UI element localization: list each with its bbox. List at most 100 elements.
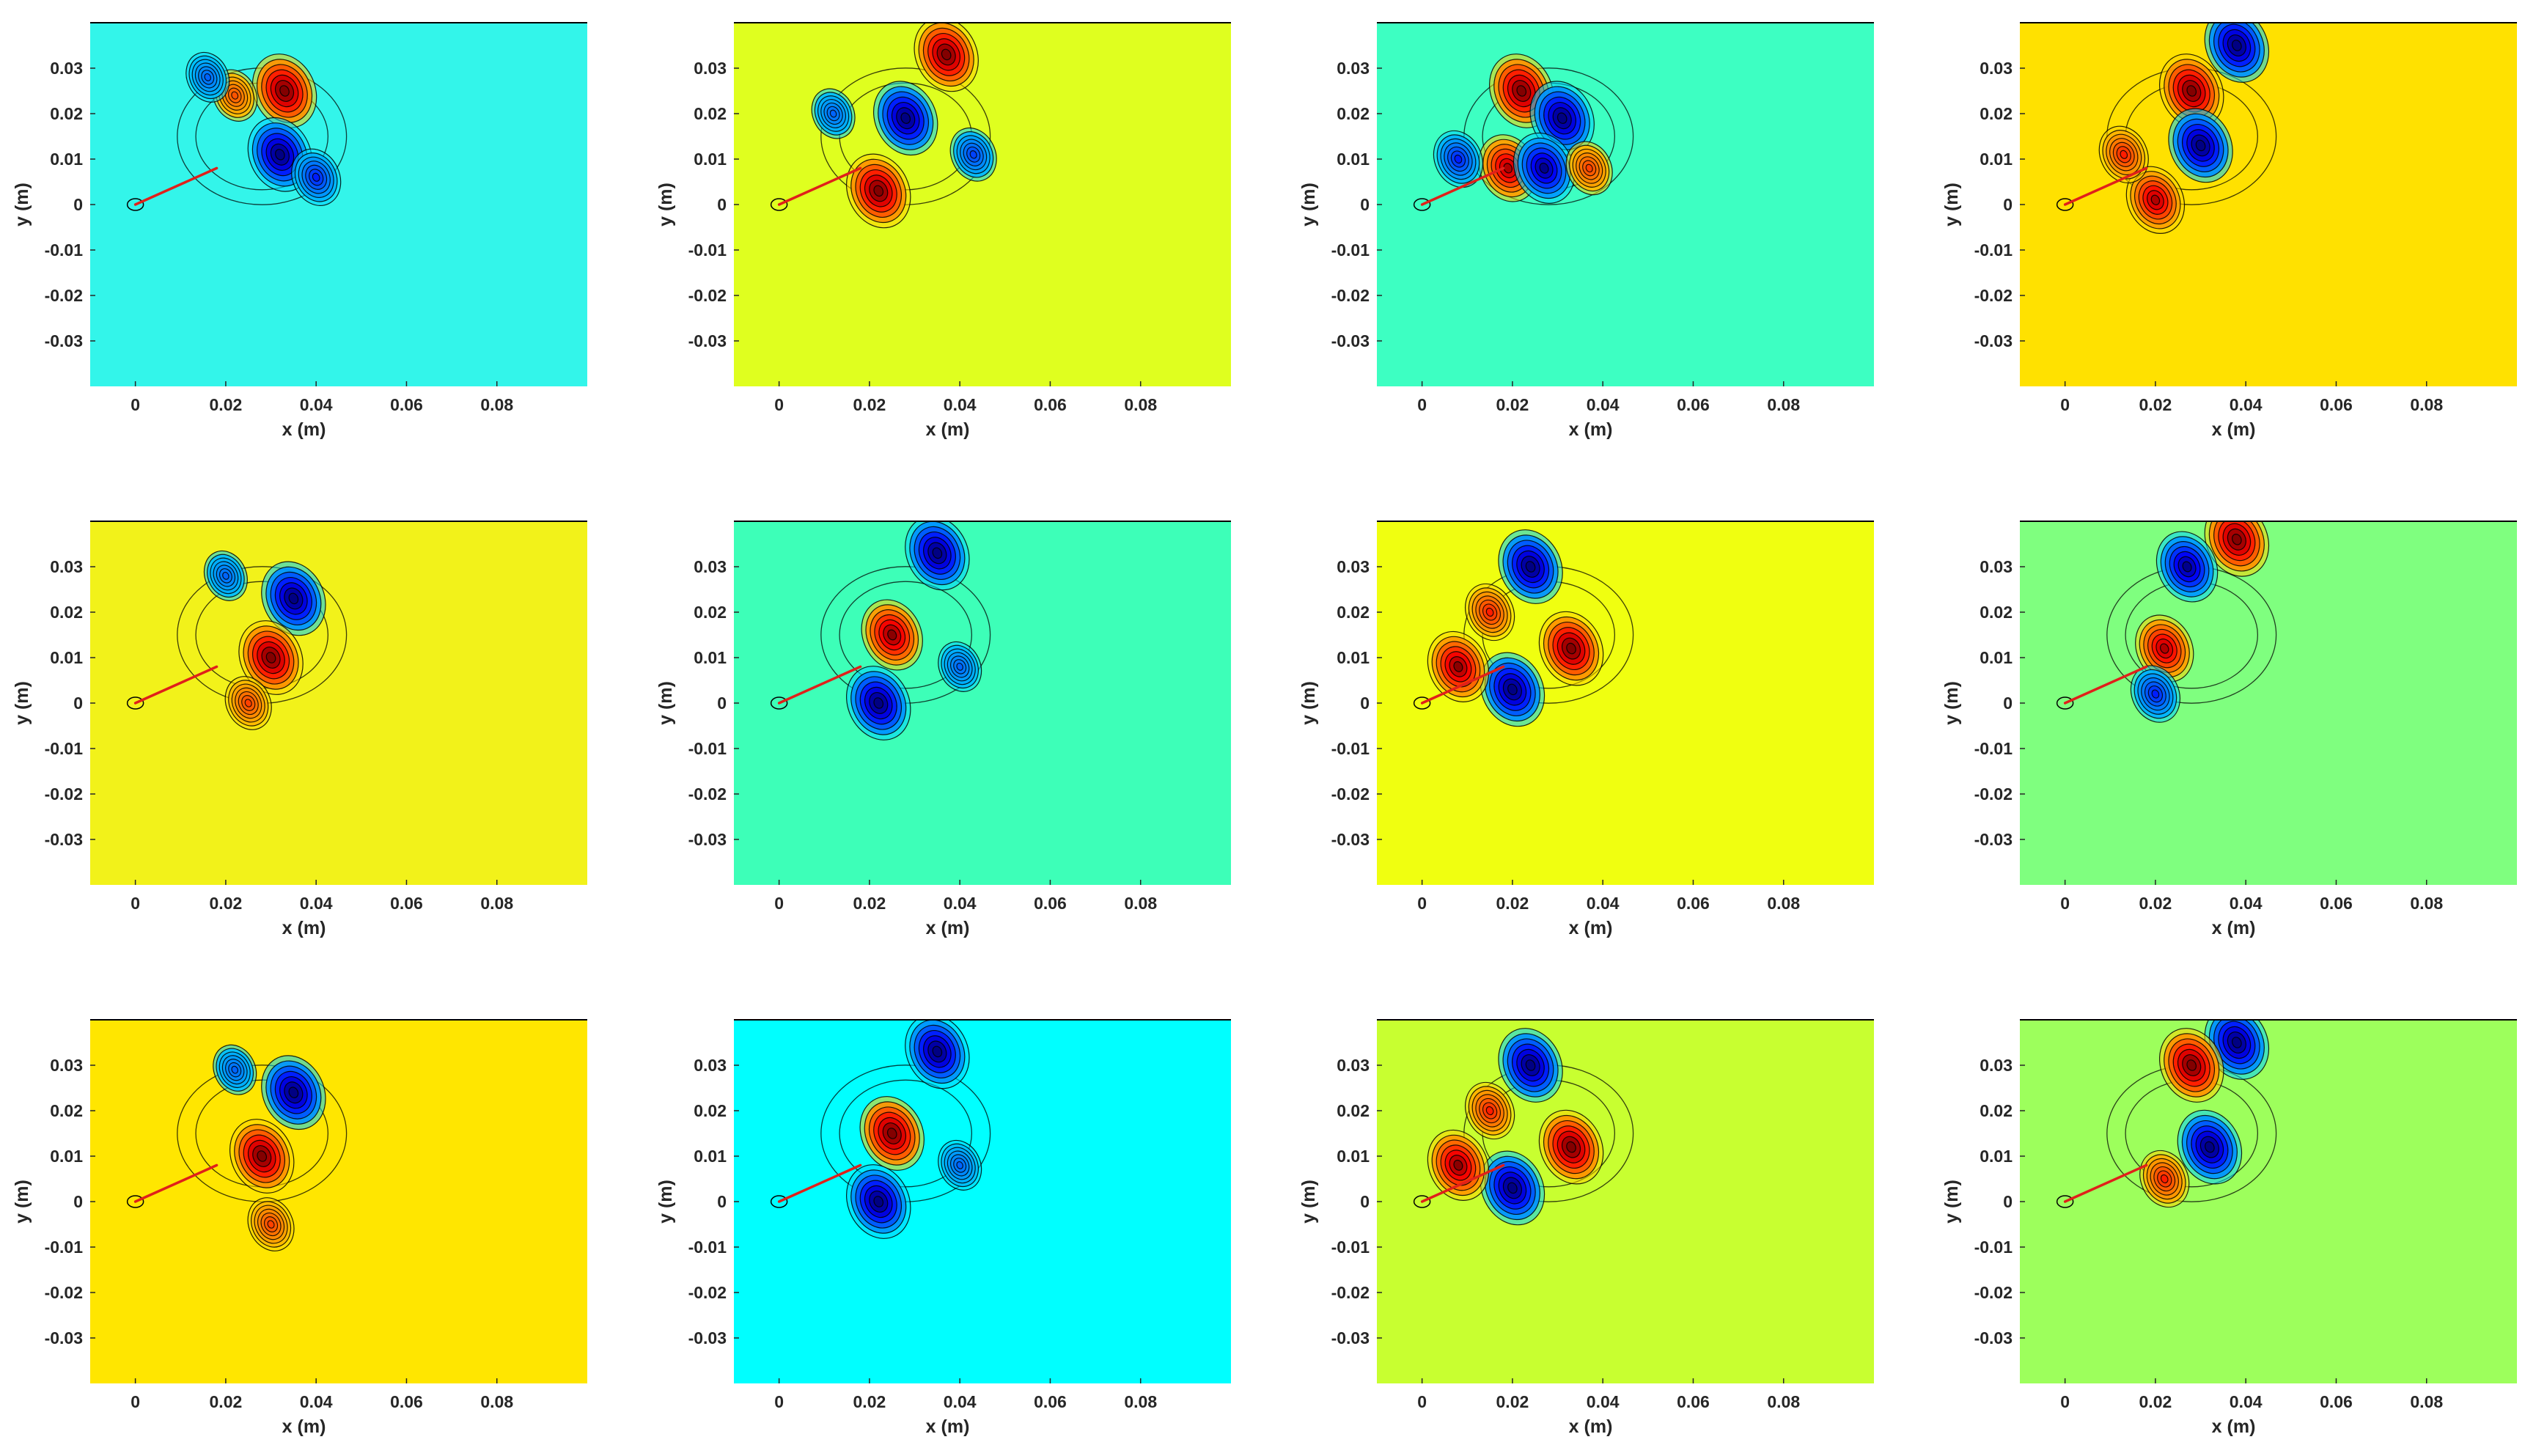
field-background — [90, 1020, 587, 1383]
x-tick-label: 0.02 — [1496, 894, 1529, 913]
contour-line — [222, 571, 229, 580]
origin-contour — [126, 696, 144, 710]
y-tick-label: -0.03 — [1974, 830, 2013, 849]
contour-plot-panel: 0.03 0.02 0.01 0 -0.01 -0.02 -0.03 0 0.02 0.04 0.0… — [1298, 22, 1874, 440]
contour-field — [1413, 54, 1634, 211]
contour-plot-panel: 0.03 0.02 0.01 0 -0.01 -0.02 -0.03 0 0.02 0.04 0.0… — [12, 22, 587, 440]
red-line — [133, 166, 218, 206]
red-line — [1420, 1163, 1505, 1203]
x-tick-label: 0.04 — [1587, 894, 1620, 913]
contour-line — [2186, 1059, 2197, 1071]
positive-lobe — [914, 23, 979, 92]
negative-lobe — [1513, 132, 1576, 204]
contour-plot-panel: 0.03 0.02 0.01 0 -0.01 -0.02 -0.03 0 0.02 0.04 0.0… — [12, 521, 587, 938]
contour-field — [1413, 529, 1634, 727]
contour-field — [2056, 1020, 2277, 1208]
y-axis-label: y (m) — [1941, 1180, 1962, 1224]
y-tick-label: 0 — [73, 1192, 83, 1211]
origin-contour — [2056, 1195, 2074, 1208]
origin-contour — [126, 1195, 144, 1208]
field-background — [2020, 23, 2517, 386]
negative-lobe — [1498, 529, 1563, 604]
y-tick-label: -0.02 — [45, 286, 83, 305]
contour-line — [2151, 689, 2160, 699]
contour-line — [1507, 683, 1518, 696]
origin-contour — [1413, 696, 1431, 710]
x-tick-label: 0.02 — [853, 395, 886, 414]
y-tick-label: 0 — [717, 195, 727, 214]
y-tick-label: 0.03 — [694, 1056, 727, 1075]
contour-line — [2182, 561, 2192, 573]
x-tick-label: 0.08 — [480, 1392, 513, 1411]
x-tick-label: 0.04 — [2230, 1392, 2263, 1411]
y-tick-label: 0 — [2003, 1192, 2013, 1211]
contour-line — [1453, 1159, 1463, 1171]
positive-lobe — [1538, 611, 1604, 686]
negative-lobe — [845, 666, 911, 740]
x-tick-label: 0.08 — [2410, 894, 2443, 913]
contour-line — [1485, 1106, 1494, 1116]
positive-lobe — [1465, 1081, 1515, 1140]
x-tick-label: 0.08 — [1767, 894, 1800, 913]
y-tick-label: 0.02 — [1337, 603, 1370, 622]
contour-line — [886, 1128, 897, 1139]
x-tick-label: 0.08 — [480, 395, 513, 414]
x-tick-label: 0 — [131, 1392, 140, 1411]
y-tick-label: 0.01 — [1980, 150, 2013, 169]
y-tick-label: 0.02 — [1980, 1101, 2013, 1120]
x-axis-label: x (m) — [2212, 918, 2256, 938]
x-tick-label: 0.08 — [2410, 1392, 2443, 1411]
x-tick-label: 0.04 — [2230, 894, 2263, 913]
y-tick-label: -0.01 — [45, 240, 84, 260]
y-tick-label: 0.01 — [1337, 648, 1370, 667]
x-tick-label: 0.06 — [1034, 894, 1067, 913]
y-tick-label: 0.01 — [694, 150, 727, 169]
x-tick-label: 0.02 — [210, 395, 243, 414]
y-tick-label: -0.01 — [45, 1238, 84, 1257]
negative-lobe — [2130, 665, 2180, 723]
x-tick-label: 0.02 — [853, 894, 886, 913]
y-axis-label: y (m) — [12, 1180, 32, 1224]
contour-line — [2232, 534, 2242, 545]
negative-lobe — [2177, 1109, 2243, 1185]
origin-contour — [770, 696, 788, 710]
y-tick-label: -0.03 — [688, 331, 727, 350]
y-tick-label: 0.02 — [694, 1101, 727, 1120]
y-tick-label: -0.03 — [1974, 1328, 2013, 1347]
red-line — [777, 1163, 862, 1203]
contour-line — [2159, 643, 2169, 654]
positive-lobe — [2158, 54, 2224, 128]
y-tick-label: 0.02 — [1980, 603, 2013, 622]
y-tick-label: 0.01 — [1337, 1147, 1370, 1166]
positive-lobe — [859, 1096, 925, 1171]
y-tick-label: 0.02 — [50, 603, 83, 622]
y-tick-label: -0.02 — [45, 1283, 83, 1302]
x-tick-label: 0.02 — [210, 894, 243, 913]
field-background — [734, 23, 1231, 386]
x-tick-label: 0.06 — [390, 395, 423, 414]
contour-field — [1413, 1028, 1634, 1226]
contour-line — [1453, 661, 1463, 672]
contour-line — [265, 652, 276, 663]
y-tick-label: -0.02 — [1331, 1283, 1370, 1302]
x-tick-label: 0 — [774, 1392, 784, 1411]
contour-line — [2205, 1141, 2215, 1153]
y-tick-label: 0 — [1360, 195, 1370, 214]
x-tick-label: 0.08 — [1124, 894, 1157, 913]
x-tick-label: 0 — [2060, 395, 2070, 414]
subplot-grid: 0.03 0.02 0.01 0 -0.01 -0.02 -0.03 0 0.02 0.04 0.0… — [12, 22, 2517, 1437]
contour-field — [126, 51, 348, 211]
y-tick-label: 0.01 — [1337, 150, 1370, 169]
contour-line — [1507, 1182, 1518, 1194]
x-axis-label: x (m) — [2212, 1416, 2256, 1437]
y-axis-label: y (m) — [655, 1180, 676, 1224]
y-tick-label: -0.03 — [1331, 1328, 1370, 1347]
origin-contour — [770, 198, 788, 211]
y-tick-label: 0 — [1360, 694, 1370, 713]
negative-lobe — [261, 561, 326, 636]
x-axis-label: x (m) — [926, 918, 970, 938]
positive-lobe — [2139, 1150, 2190, 1208]
negative-lobe — [845, 1164, 911, 1239]
positive-lobe — [2098, 125, 2149, 183]
contour-field — [2056, 23, 2277, 235]
